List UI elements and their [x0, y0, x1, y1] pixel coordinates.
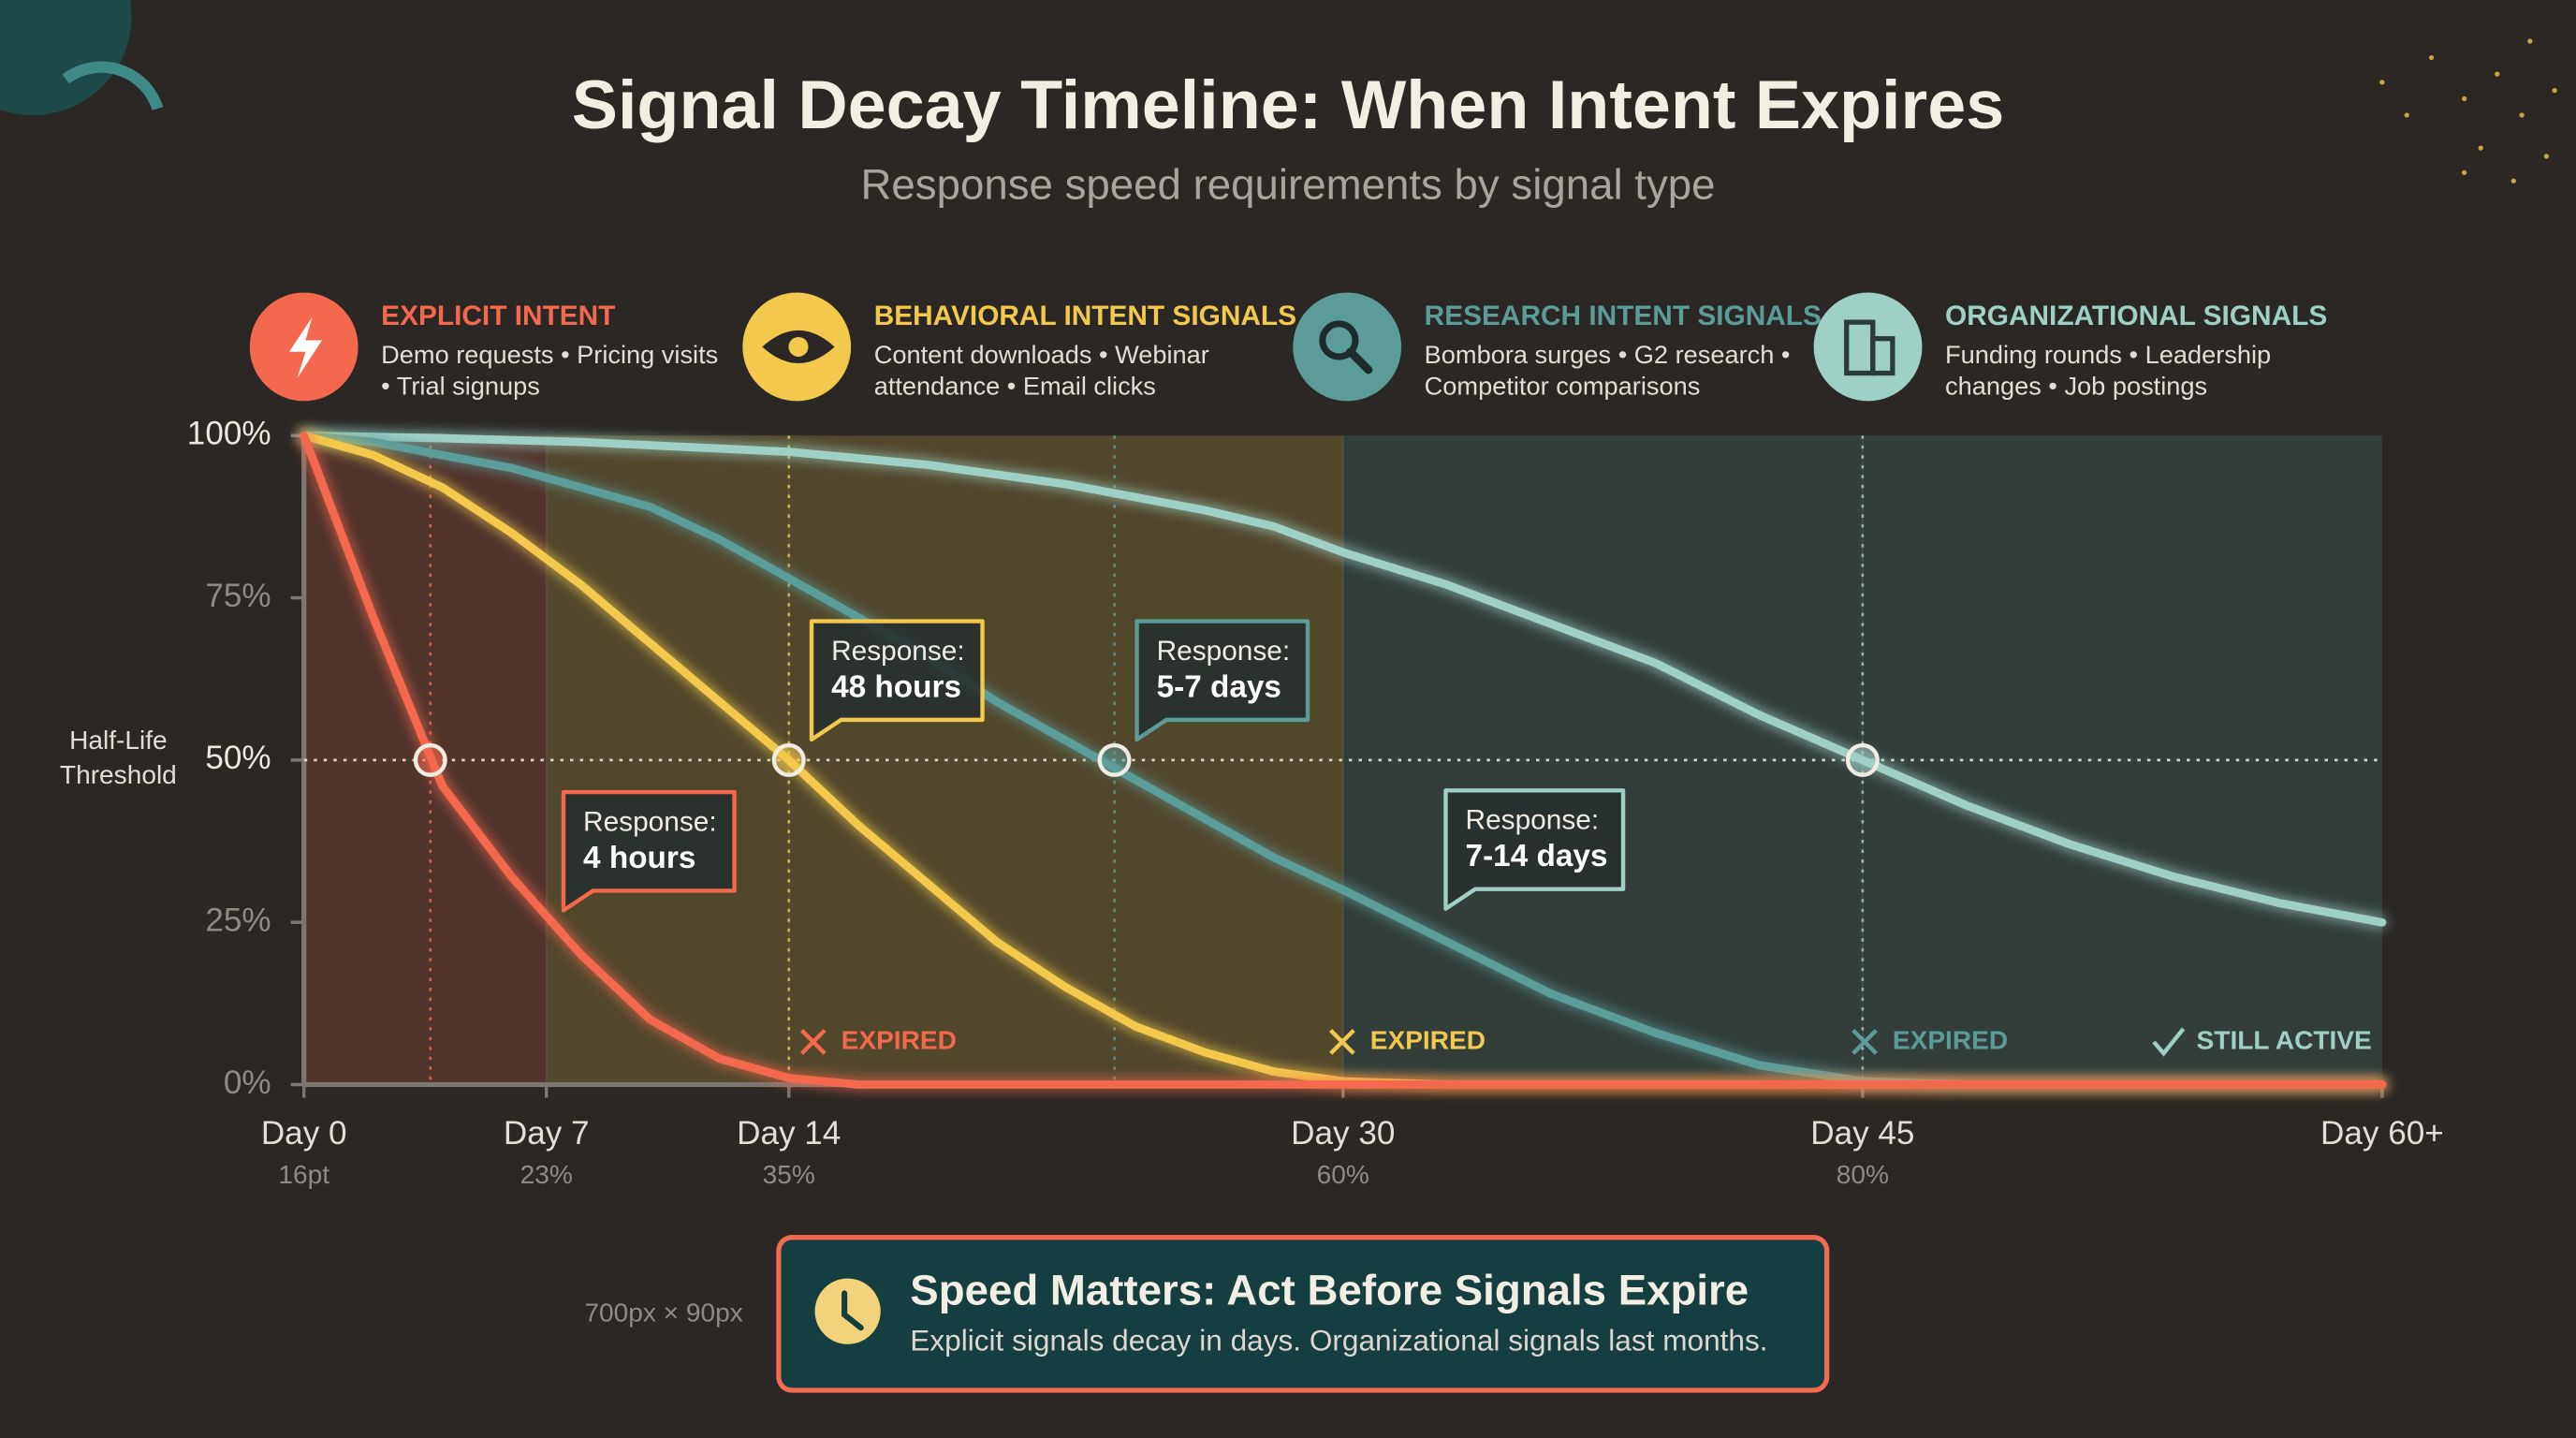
legend-item: RESEARCH INTENT SIGNALS Bombora surges • …: [1293, 292, 1822, 402]
callout-box: [809, 619, 985, 742]
half-life-marker: [413, 742, 447, 777]
half-life-marker: [1097, 742, 1132, 777]
clock-icon: [814, 1278, 881, 1344]
x-tick-label: Day 30: [1291, 1115, 1395, 1152]
y-tick-label: 50%: [205, 740, 271, 776]
legend-description: changes • Job postings: [1945, 372, 2207, 401]
footer-title: Speed Matters: Act Before Signals Expire: [910, 1266, 1749, 1313]
dot-decoration: [2379, 38, 2557, 183]
x-tick-label: Day 7: [504, 1115, 590, 1152]
status-icon-x: [1329, 1029, 1355, 1055]
series-line: [300, 431, 2387, 927]
y-tick-label: 100%: [187, 416, 271, 452]
callout-box: [1134, 619, 1310, 742]
x-tick-label: Day 45: [1810, 1115, 1914, 1152]
x-tick-label: Day 60+: [2320, 1115, 2444, 1152]
legend-description: Bombora surges • G2 research •: [1425, 340, 1791, 369]
callout-response: 48 hours: [831, 669, 961, 704]
legend-description: Content downloads • Webinar: [874, 340, 1209, 369]
footer-text: Explicit signals decay in days. Organiza…: [910, 1323, 1767, 1357]
status-label: STILL ACTIVE: [2197, 1025, 2372, 1054]
x-tick-sublabel: 80%: [1837, 1160, 1889, 1189]
response-callout: Response:7-14 days: [1443, 788, 1626, 911]
chart-subtitle: Response speed requirements by signal ty…: [860, 160, 1715, 208]
half-life-marker: [771, 742, 806, 777]
y-tick-label: 75%: [205, 578, 271, 614]
callout-response: 5-7 days: [1157, 669, 1281, 704]
x-tick-sublabel: 16pt: [278, 1160, 329, 1189]
footer-box: [776, 1235, 1830, 1393]
corner-arc: [62, 61, 164, 110]
callout-prefix: Response:: [1157, 636, 1291, 667]
icon-bolt: [288, 316, 322, 378]
x-tick-label: Day 14: [737, 1115, 841, 1152]
legend-item: EXPLICIT INTENT Demo requests • Pricing v…: [249, 292, 718, 402]
chart-title: Signal Decay Timeline: When Intent Expir…: [572, 66, 2004, 143]
icon-lens: [1319, 320, 1359, 360]
corner-decoration: [0, 0, 132, 115]
callout-response: 7-14 days: [1466, 839, 1608, 873]
response-callout: Response: 4 hours: [561, 789, 737, 913]
legend-name: ORGANIZATIONAL SIGNALS: [1945, 301, 2327, 331]
status-icon-check: [2152, 1027, 2186, 1057]
legend-description: attendance • Email clicks: [874, 372, 1156, 401]
callout-response: 4 hours: [583, 841, 695, 875]
threshold-label: Threshold: [60, 760, 177, 789]
legend-name: EXPLICIT INTENT: [381, 301, 615, 331]
legend-description: Funding rounds • Leadership: [1945, 340, 2271, 369]
y-tick-label: 0%: [224, 1064, 271, 1101]
clock-hands: [842, 1290, 864, 1331]
icon-handle: [1346, 347, 1373, 374]
legend-item: BEHAVIORAL INTENT SIGNALS Content downloa…: [742, 292, 1296, 402]
legend-name: BEHAVIORAL INTENT SIGNALS: [874, 301, 1296, 331]
callout-box: [1443, 788, 1626, 911]
callout-prefix: Response:: [583, 806, 717, 837]
status-icon-x: [799, 1029, 827, 1055]
callout-prefix: Response:: [1466, 805, 1600, 836]
x-tick-sublabel: 60%: [1317, 1160, 1369, 1189]
size-note: 700px × 90px: [584, 1299, 742, 1328]
status-label: EXPIRED: [842, 1025, 957, 1054]
legend-description: • Trial signups: [381, 372, 540, 401]
threshold-label: Half-Life: [69, 726, 168, 755]
half-life-marker: [1845, 742, 1880, 777]
response-callout: Response:5-7 days: [1134, 619, 1310, 742]
legend-item: ORGANIZATIONAL SIGNALS Funding rounds • L…: [1813, 292, 2327, 402]
status-label: EXPIRED: [1370, 1025, 1486, 1054]
legend-description: Demo requests • Pricing visits: [381, 340, 718, 369]
status-icon-x: [1852, 1029, 1878, 1055]
callout-box: [561, 789, 737, 913]
x-tick-label: Day 0: [261, 1115, 347, 1152]
series-line: [300, 431, 2387, 1089]
icon-pupil: [788, 336, 809, 357]
legend-icon: [1293, 292, 1402, 402]
legend-icon: [1813, 292, 1923, 402]
icon-building: [1870, 336, 1895, 376]
callout-prefix: Response:: [831, 636, 965, 667]
response-callout: Response:48 hours: [809, 619, 985, 742]
legend-name: RESEARCH INTENT SIGNALS: [1425, 301, 1822, 331]
y-tick-label: 25%: [205, 902, 271, 938]
status-label: EXPIRED: [1893, 1025, 2008, 1054]
x-tick-sublabel: 35%: [763, 1160, 815, 1189]
x-tick-sublabel: 23%: [520, 1160, 573, 1189]
legend-description: Competitor comparisons: [1425, 372, 1701, 401]
